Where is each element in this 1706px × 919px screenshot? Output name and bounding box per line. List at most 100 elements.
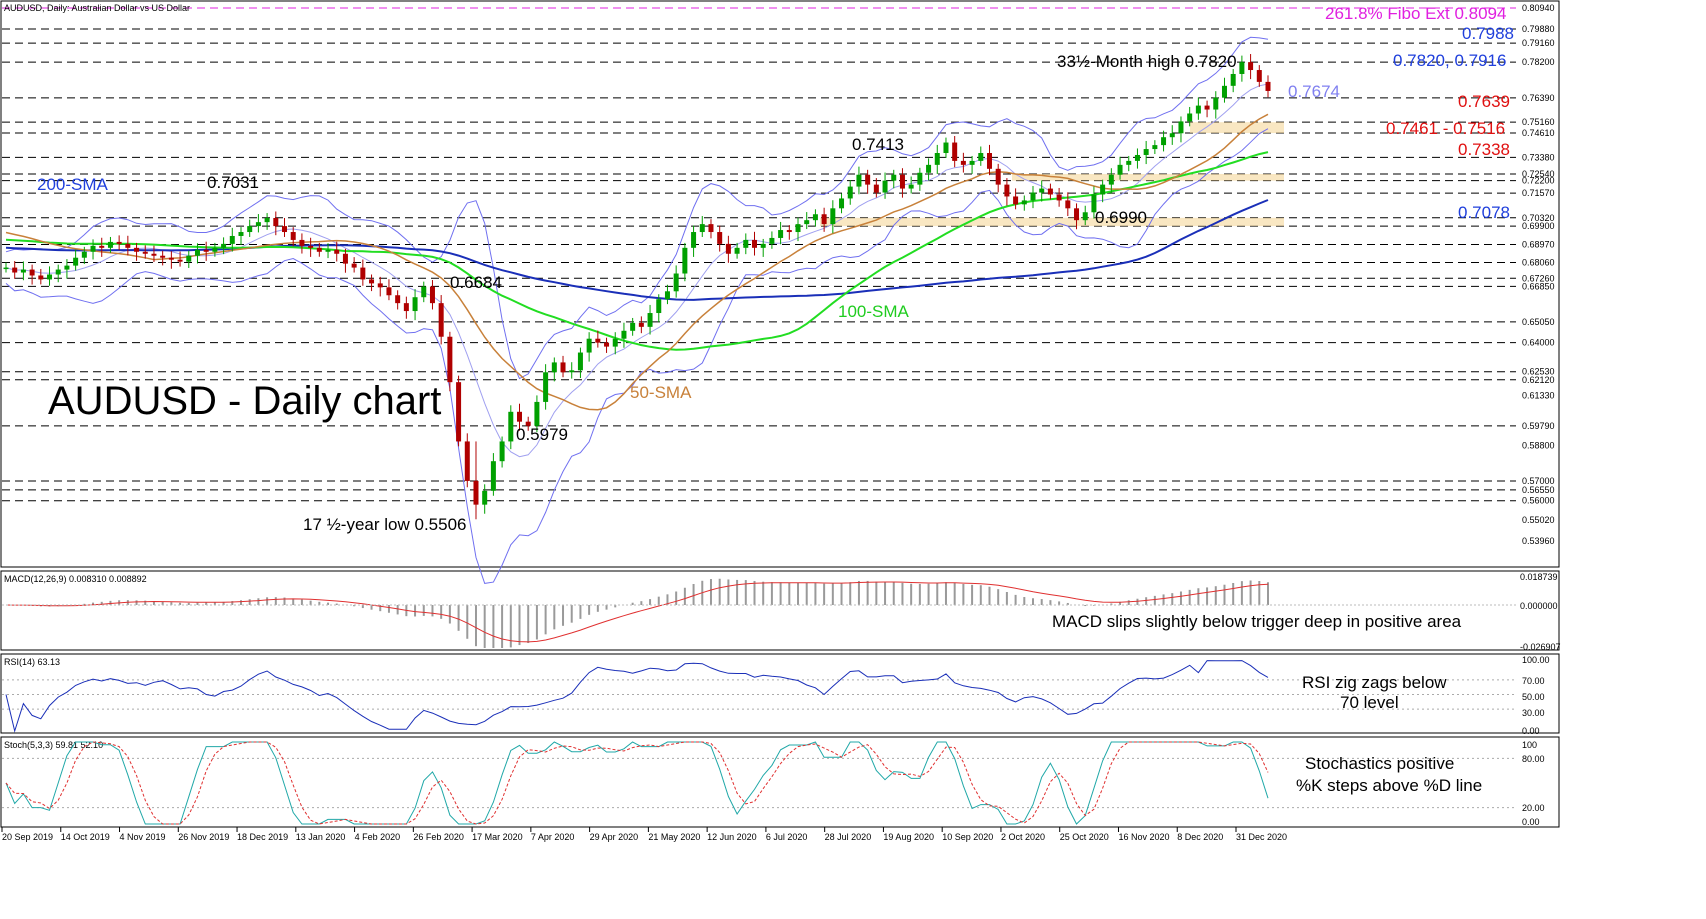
chart-header: AUDUSD, Daily: Australian Dollar vs US D… bbox=[4, 3, 190, 13]
candle-body bbox=[638, 322, 644, 327]
x-tick-label: 25 Oct 2020 bbox=[1060, 832, 1109, 842]
candle-body bbox=[482, 490, 488, 505]
candle-body bbox=[64, 265, 70, 270]
price-tick-label: 0.61330 bbox=[1522, 390, 1555, 400]
candle-body bbox=[1056, 194, 1062, 201]
stochastic-lines bbox=[2, 741, 1516, 825]
candle-body bbox=[891, 174, 897, 181]
candle-body bbox=[1013, 196, 1019, 205]
candle-body bbox=[586, 338, 592, 353]
macd-signal bbox=[5, 581, 1269, 643]
candle-body bbox=[38, 275, 44, 280]
low-label-1: 0.5979 bbox=[516, 425, 568, 444]
candle-body bbox=[508, 411, 514, 442]
candle-body bbox=[369, 279, 375, 284]
candle-body bbox=[1213, 97, 1219, 110]
price-tick-label: 0.79880 bbox=[1522, 24, 1555, 34]
candle-body bbox=[760, 243, 766, 248]
candle-body bbox=[1256, 70, 1262, 82]
candle-body bbox=[647, 313, 653, 327]
price-tick-label: 0.68970 bbox=[1522, 239, 1555, 249]
candle-body bbox=[691, 232, 697, 248]
candle-body bbox=[203, 249, 209, 252]
candle-body bbox=[299, 239, 305, 246]
x-tick-label: 26 Feb 2020 bbox=[413, 832, 464, 842]
candle-body bbox=[403, 303, 409, 312]
candle-body bbox=[81, 251, 87, 258]
candle-body bbox=[1065, 200, 1071, 209]
price-tick-label: 0.78200 bbox=[1522, 57, 1555, 67]
rsi-axis-70: 70.00 bbox=[1522, 676, 1545, 686]
rsi-note-1: RSI zig zags below bbox=[1302, 673, 1447, 692]
price-tick-label: 0.68060 bbox=[1522, 257, 1555, 267]
macd-axis-zero: 0.000000 bbox=[1520, 601, 1558, 611]
candle-body bbox=[255, 222, 261, 227]
key-level-label: 0.7461 - 0.7516 bbox=[1386, 119, 1505, 138]
candle-body bbox=[1152, 145, 1158, 150]
candlesticks bbox=[3, 54, 1271, 520]
candle-body bbox=[316, 247, 322, 252]
x-tick-label: 16 Nov 2020 bbox=[1118, 832, 1169, 842]
candle-body bbox=[969, 160, 975, 165]
support-zone bbox=[1012, 173, 1284, 181]
key-level-labels: 261.8% Fibo Ext 0.80940.7988 0.7820, 0.79… bbox=[1325, 4, 1514, 222]
rsi-axis-30: 30.00 bbox=[1522, 708, 1545, 718]
candle-body bbox=[1117, 164, 1123, 175]
candle-body bbox=[134, 247, 140, 252]
macd-histogram bbox=[2, 578, 1516, 648]
candle-body bbox=[943, 142, 949, 154]
price-tick-label: 0.53960 bbox=[1522, 536, 1555, 546]
candle-body bbox=[577, 352, 583, 371]
macd-header: MACD(12,26,9) 0.008310 0.008892 bbox=[4, 574, 147, 584]
candle-body bbox=[12, 267, 18, 273]
stoch-pane-frame bbox=[0, 736, 1560, 828]
price-tick-label: 0.56000 bbox=[1522, 496, 1555, 506]
bb-label: 0.7674 bbox=[1288, 82, 1340, 101]
candle-body bbox=[1082, 212, 1088, 221]
bollinger-bands bbox=[5, 36, 1269, 584]
candle-body bbox=[717, 232, 723, 244]
rsi-header: RSI(14) 63.13 bbox=[4, 657, 60, 667]
x-tick-label: 12 Jun 2020 bbox=[707, 832, 757, 842]
candle-body bbox=[1134, 154, 1140, 161]
candle-body bbox=[543, 372, 549, 402]
candle-body bbox=[1047, 188, 1053, 195]
rsi-axis-0: 0.00 bbox=[1522, 726, 1540, 736]
candle-body bbox=[856, 174, 862, 187]
candle-body bbox=[560, 362, 566, 373]
candle-body bbox=[438, 303, 444, 337]
candle-body bbox=[221, 243, 227, 248]
macd-note: MACD slips slightly below trigger deep i… bbox=[1052, 612, 1462, 631]
candle-body bbox=[1021, 200, 1027, 205]
price-axis: 0.80940 0.79880 0.79160 0.78200 0.76390 0.751… bbox=[1522, 3, 1555, 546]
candle-body bbox=[238, 232, 244, 236]
candle-body bbox=[99, 245, 105, 248]
candle-body bbox=[899, 174, 905, 189]
x-tick-label: 8 Dec 2020 bbox=[1177, 832, 1223, 842]
candle-body bbox=[1143, 149, 1149, 155]
candle-body bbox=[377, 283, 383, 288]
candle-body bbox=[630, 322, 636, 331]
candle-body bbox=[342, 253, 348, 264]
candle-body bbox=[1221, 85, 1227, 98]
support-zones bbox=[820, 122, 1284, 227]
candle-body bbox=[1178, 121, 1184, 134]
candle-body bbox=[395, 295, 401, 304]
candle-body bbox=[186, 255, 192, 262]
x-tick-label: 6 Jul 2020 bbox=[766, 832, 808, 842]
macd-axis-bottom: -0.026907 bbox=[1520, 642, 1561, 652]
macd-pane-frame bbox=[0, 570, 1560, 651]
candle-body bbox=[273, 217, 279, 227]
candle-body bbox=[699, 224, 705, 233]
candle-body bbox=[534, 401, 540, 426]
candle-body bbox=[325, 249, 331, 252]
candle-body bbox=[107, 241, 113, 248]
stoch-axis-20: 20.00 bbox=[1522, 803, 1545, 813]
key-level-label: 0.7078 bbox=[1458, 203, 1510, 222]
price-tick-label: 0.70320 bbox=[1522, 213, 1555, 223]
candle-body bbox=[1248, 62, 1254, 71]
candle-body bbox=[151, 253, 157, 256]
macd-axis-top: 0.018739 bbox=[1520, 572, 1558, 582]
candle-body bbox=[1126, 160, 1132, 165]
